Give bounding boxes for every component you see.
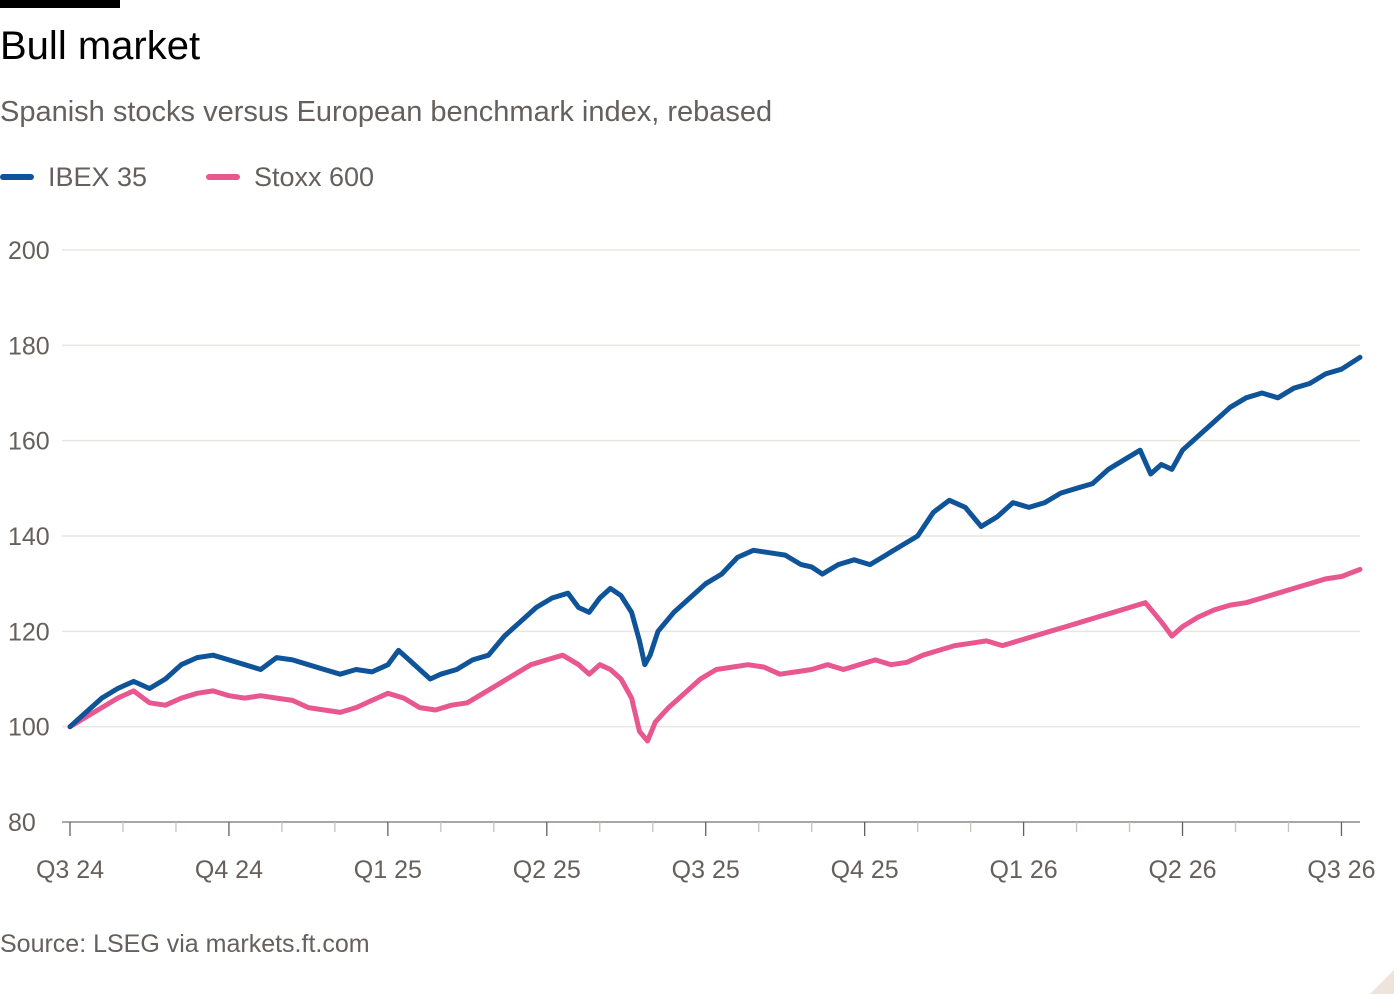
x-tick-label: Q1 26 [990, 856, 1058, 884]
y-tick-label: 80 [8, 809, 36, 837]
legend-item-ibex: IBEX 35 [0, 160, 147, 194]
y-tick-label: 160 [8, 428, 50, 456]
x-tick-label: Q4 25 [831, 856, 899, 884]
source-note: Source: LSEG via markets.ft.com [0, 930, 370, 958]
y-tick-label: 100 [8, 714, 50, 742]
y-tick-label: 140 [8, 523, 50, 551]
line-chart: 80 100 120 140 160 180 200 Q3 24 Q4 24 Q1 25 Q2 25… [8, 237, 1376, 884]
x-tick-label: Q3 26 [1307, 856, 1375, 884]
legend-swatch-stoxx [206, 173, 240, 180]
x-tick-label: Q3 25 [672, 856, 740, 884]
x-tick-label: Q2 25 [513, 856, 581, 884]
chart-title: Bull market [0, 24, 201, 68]
legend-item-stoxx: Stoxx 600 [206, 160, 374, 194]
series-line-stoxx [67, 566, 1363, 744]
corner-mark [1370, 970, 1394, 994]
y-tick-label: 180 [8, 332, 50, 360]
legend-label-stoxx: Stoxx 600 [254, 162, 375, 192]
x-tick-label: Q3 24 [36, 856, 104, 884]
y-tick-label: 200 [8, 237, 50, 265]
x-tick-label: Q2 26 [1148, 856, 1216, 884]
y-tick-label: 120 [8, 618, 50, 646]
legend-swatch-ibex [0, 173, 34, 180]
chart-subtitle: Spanish stocks versus European benchmark… [0, 96, 773, 128]
x-tick-label: Q4 24 [195, 856, 263, 884]
legend-label-ibex: IBEX 35 [48, 162, 148, 192]
top-rule [0, 0, 120, 8]
x-tick-label: Q1 25 [354, 856, 422, 884]
series-line-ibex [67, 354, 1363, 730]
